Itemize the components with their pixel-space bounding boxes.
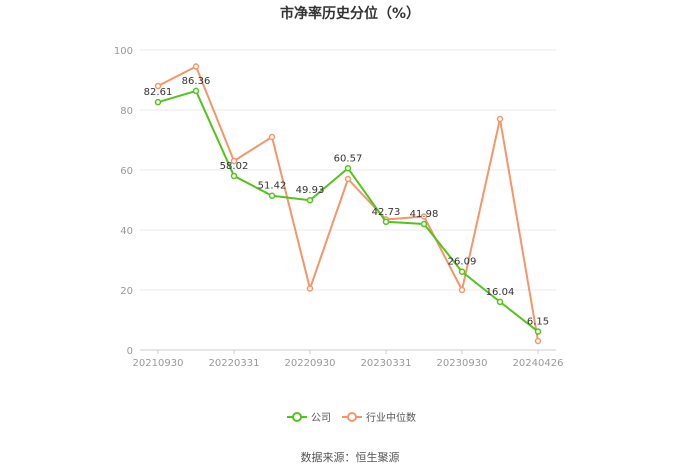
series-0-point[interactable] [154, 98, 162, 106]
gridlines [140, 49, 556, 351]
series-1-point[interactable] [496, 115, 504, 123]
y-axis: 0 20 40 60 80 100 [114, 46, 133, 357]
data-label: 16.04 [486, 287, 515, 298]
series-layer [154, 63, 542, 345]
data-label: 49.93 [296, 185, 325, 196]
series-0-point[interactable] [534, 328, 542, 335]
series-1-point[interactable] [458, 286, 466, 294]
y-tick-label: 0 [127, 346, 133, 357]
y-tick-label: 20 [120, 286, 133, 297]
series-0-point[interactable] [420, 220, 428, 228]
data-label: 42.73 [372, 207, 401, 218]
series-1-point[interactable] [192, 63, 200, 70]
data-label: 60.57 [334, 153, 363, 164]
legend[interactable]: 公司 行业中位数 [287, 411, 416, 424]
series-1-point[interactable] [268, 133, 276, 141]
data-label: 6.15 [527, 317, 549, 328]
series-0-point[interactable] [192, 87, 200, 95]
legend-label-company: 公司 [311, 413, 331, 424]
series-0-point[interactable] [344, 165, 352, 172]
series-0-point[interactable] [496, 298, 504, 306]
series-0-point[interactable] [306, 196, 314, 204]
x-tick-label: 20220930 [285, 358, 336, 369]
data-label: 41.98 [410, 209, 439, 220]
data-label: 86.36 [182, 76, 211, 87]
legend-item-industry-median[interactable]: 行业中位数 [342, 411, 416, 424]
series-0-point[interactable] [268, 192, 276, 199]
y-tick-label: 40 [120, 226, 133, 237]
data-label: 26.09 [448, 257, 477, 268]
x-tick-label: 20220331 [209, 358, 260, 369]
legend-label-industry-median: 行业中位数 [366, 411, 416, 424]
data-label: 51.42 [258, 181, 287, 192]
series-1-point[interactable] [344, 175, 352, 183]
series-line-1 [157, 65, 539, 342]
series-line-0 [157, 89, 539, 333]
series-1-point[interactable] [534, 337, 542, 345]
series-1-point[interactable] [420, 213, 428, 220]
x-tick-label: 20230331 [361, 358, 412, 369]
series-1-point[interactable] [154, 82, 162, 90]
legend-item-company[interactable]: 公司 [287, 412, 331, 424]
y-tick-label: 100 [114, 46, 133, 57]
x-tick-label: 20240426 [513, 358, 564, 369]
series-1-point[interactable] [230, 157, 238, 165]
data-label: 82.61 [144, 87, 173, 98]
source-note: 数据来源：恒生聚源 [301, 450, 400, 464]
series-0-point[interactable] [382, 218, 390, 226]
data-label: 58.02 [220, 161, 249, 172]
series-0-point[interactable] [230, 172, 238, 180]
series-0-point[interactable] [458, 268, 466, 275]
chart-title: 市净率历史分位（%） [280, 5, 420, 22]
x-tick-label: 20210930 [133, 358, 184, 369]
data-labels: 82.61 86.36 58.02 51.42 49.93 60.57 42.73 41.98… [144, 76, 549, 328]
x-axis: 20210930 20220331 20220930 20230331 20230930… [133, 350, 564, 369]
y-tick-label: 80 [120, 106, 133, 117]
x-tick-label: 20230930 [437, 358, 488, 369]
series-1-point[interactable] [306, 285, 314, 292]
y-tick-label: 60 [120, 166, 133, 177]
